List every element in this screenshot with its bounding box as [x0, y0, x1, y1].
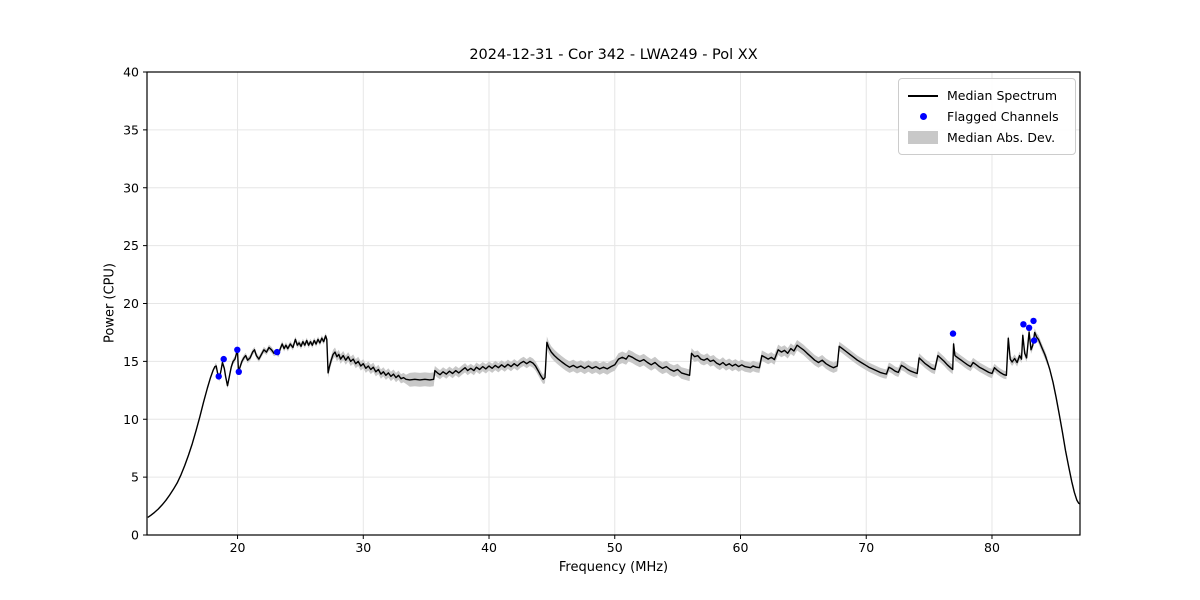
flagged-channel-dot: [215, 373, 222, 380]
legend-label: Median Abs. Dev.: [947, 130, 1056, 145]
legend-label: Median Spectrum: [947, 88, 1058, 103]
legend-item-flagged-channels: Flagged Channels: [908, 106, 1065, 127]
flagged-channel-dot: [1025, 324, 1033, 331]
y-axis-label: Power (CPU): [102, 262, 118, 344]
x-tick-label: 50: [607, 540, 623, 555]
legend: Median Spectrum Flagged Channels Median …: [898, 78, 1076, 155]
flagged-channel-dot: [1030, 317, 1037, 325]
x-tick-label: 60: [733, 540, 749, 555]
x-tick-label: 80: [984, 540, 1000, 555]
flagged-channel-dot: [235, 368, 242, 375]
x-tick-label: 30: [355, 540, 371, 555]
flagged-channel-dot: [1020, 321, 1027, 328]
y-tick-label: 40: [123, 65, 139, 80]
mad-band-patch-icon: [908, 131, 938, 144]
flagged-channel-dot: [949, 330, 957, 337]
y-tick-label: 25: [123, 238, 139, 253]
flagged-channel-dot: [220, 355, 227, 363]
flagged-channel-dot-icon: [908, 113, 938, 120]
x-tick-label: 40: [481, 540, 497, 555]
flagged-channel-dot: [273, 348, 281, 356]
median-spectrum-line-icon: [908, 94, 938, 97]
y-tick-label: 15: [123, 354, 139, 369]
mad-band: [214, 327, 1048, 389]
x-axis-label: Frequency (MHz): [558, 560, 669, 575]
y-tick-label: 35: [123, 122, 139, 137]
median-spectrum-line: [147, 331, 1081, 518]
y-tick-label: 30: [123, 180, 139, 195]
flagged-channel-dot: [234, 346, 241, 353]
y-tick-label: 20: [123, 296, 139, 311]
x-tick-label: 20: [230, 540, 246, 555]
y-tick-label: 5: [131, 470, 139, 485]
legend-label: Flagged Channels: [947, 109, 1059, 124]
legend-item-median-abs-dev: Median Abs. Dev.: [908, 127, 1065, 148]
flagged-channel-dot: [1030, 337, 1038, 344]
y-tick-label: 0: [131, 528, 139, 543]
plot-title: 2024-12-31 - Cor 342 - LWA249 - Pol XX: [469, 47, 758, 63]
x-tick-label: 70: [858, 540, 874, 555]
y-tick-label: 10: [123, 412, 139, 427]
legend-item-median-spectrum: Median Spectrum: [908, 85, 1065, 106]
